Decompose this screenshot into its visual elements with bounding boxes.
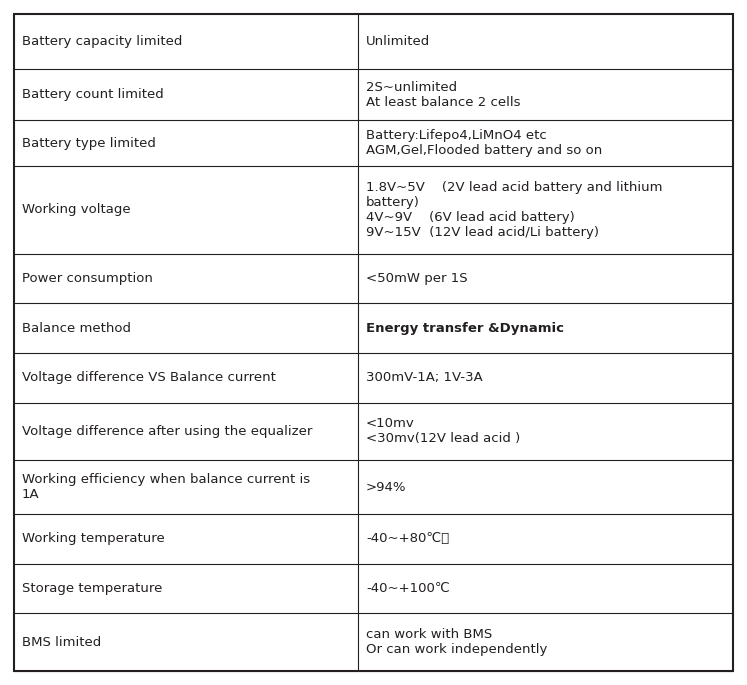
Text: Battery count limited: Battery count limited xyxy=(22,88,164,101)
Text: -40~+80℃；: -40~+80℃； xyxy=(366,532,449,545)
Text: Working efficiency when balance current is
1A: Working efficiency when balance current … xyxy=(22,473,310,501)
Text: <10mv
<30mv(12V lead acid ): <10mv <30mv(12V lead acid ) xyxy=(366,417,520,445)
Text: Battery type limited: Battery type limited xyxy=(22,137,156,150)
Text: 1.8V~5V    (2V lead acid battery and lithium
battery)
4V~9V    (6V lead acid bat: 1.8V~5V (2V lead acid battery and lithiu… xyxy=(366,181,663,239)
Text: Balance method: Balance method xyxy=(22,321,131,334)
Text: Energy transfer &Dynamic: Energy transfer &Dynamic xyxy=(366,321,564,334)
Text: -40~+100℃: -40~+100℃ xyxy=(366,582,450,595)
Text: BMS limited: BMS limited xyxy=(22,636,102,649)
Text: >94%: >94% xyxy=(366,481,406,494)
Text: Voltage difference VS Balance current: Voltage difference VS Balance current xyxy=(22,371,276,384)
Text: Storage temperature: Storage temperature xyxy=(22,582,162,595)
Text: <50mW per 1S: <50mW per 1S xyxy=(366,272,468,285)
Text: can work with BMS
Or can work independently: can work with BMS Or can work independen… xyxy=(366,628,548,656)
Text: Working temperature: Working temperature xyxy=(22,532,165,545)
Text: Power consumption: Power consumption xyxy=(22,272,153,285)
Text: Battery capacity limited: Battery capacity limited xyxy=(22,35,182,48)
Text: Unlimited: Unlimited xyxy=(366,35,430,48)
Text: 2S~unlimited
At least balance 2 cells: 2S~unlimited At least balance 2 cells xyxy=(366,81,521,108)
Text: Battery:Lifepo4,LiMnO4 etc
AGM,Gel,Flooded battery and so on: Battery:Lifepo4,LiMnO4 etc AGM,Gel,Flood… xyxy=(366,129,602,158)
Text: Voltage difference after using the equalizer: Voltage difference after using the equal… xyxy=(22,425,312,438)
Text: 300mV-1A; 1V-3A: 300mV-1A; 1V-3A xyxy=(366,371,483,384)
Text: Working voltage: Working voltage xyxy=(22,203,131,216)
